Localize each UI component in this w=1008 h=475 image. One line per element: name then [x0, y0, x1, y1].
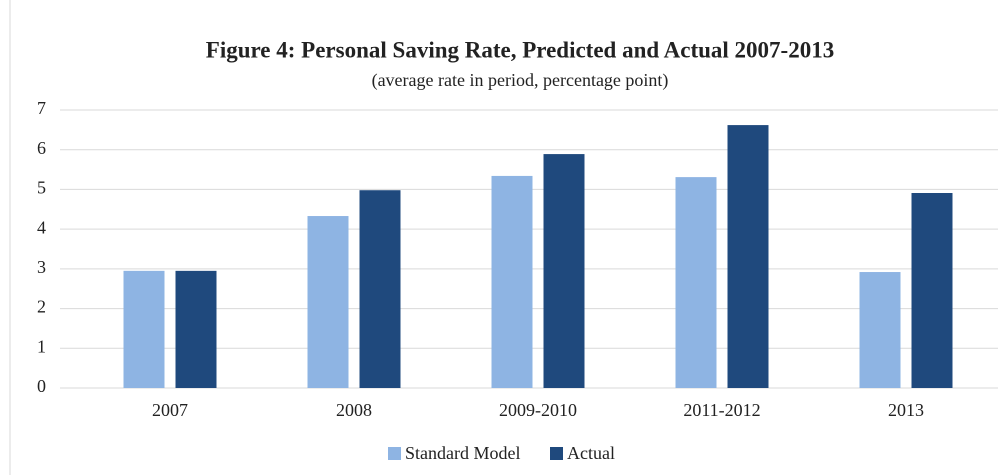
bar	[175, 270, 217, 388]
bar	[859, 272, 901, 388]
legend-swatch	[550, 447, 563, 460]
y-tick-label: 4	[37, 217, 46, 237]
chart-subtitle: (average rate in period, percentage poin…	[372, 70, 669, 91]
x-tick-label: 2007	[152, 400, 188, 420]
y-tick-label: 2	[37, 297, 46, 317]
chart-title: Figure 4: Personal Saving Rate, Predicte…	[206, 37, 834, 62]
legend-swatch	[388, 447, 401, 460]
bar	[543, 154, 585, 388]
y-tick-label: 0	[37, 376, 46, 396]
x-tick-label: 2013	[888, 400, 924, 420]
legend-label: Actual	[567, 443, 615, 463]
bar	[911, 193, 953, 388]
bar	[359, 190, 401, 388]
y-tick-label: 3	[37, 257, 46, 277]
y-tick-label: 6	[37, 138, 46, 158]
x-tick-label: 2009-2010	[499, 400, 577, 420]
y-tick-label: 1	[37, 336, 46, 356]
legend-label: Standard Model	[405, 443, 520, 463]
bar	[727, 125, 769, 388]
bar	[123, 270, 165, 388]
x-tick-label: 2011-2012	[683, 400, 760, 420]
x-tick-label: 2008	[336, 400, 372, 420]
bar	[491, 175, 533, 388]
bar	[307, 216, 349, 388]
bar	[675, 177, 717, 388]
y-tick-label: 7	[37, 98, 46, 118]
y-tick-label: 5	[37, 178, 46, 198]
